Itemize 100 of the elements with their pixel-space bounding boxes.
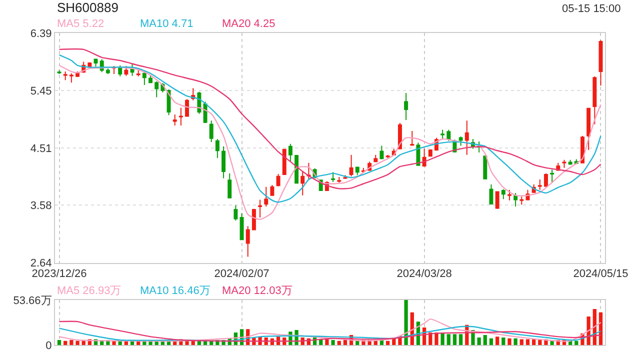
candlestick bbox=[374, 154, 378, 163]
candlestick bbox=[489, 184, 494, 204]
candlestick bbox=[520, 196, 524, 206]
candlestick bbox=[306, 162, 311, 180]
text: MA10 4.71 bbox=[140, 18, 194, 30]
candlestick bbox=[136, 70, 140, 77]
candlestick bbox=[483, 155, 488, 180]
y-tick-label: 6.39 bbox=[30, 28, 52, 40]
bar bbox=[57, 340, 62, 346]
bar bbox=[532, 339, 536, 346]
candlestick bbox=[458, 136, 463, 146]
bar bbox=[404, 300, 408, 346]
candlestick bbox=[300, 170, 305, 196]
candlestick bbox=[270, 184, 274, 196]
candlestick bbox=[57, 70, 62, 74]
candlestick bbox=[428, 148, 432, 157]
bar bbox=[483, 335, 487, 346]
y-tick-label: 3.58 bbox=[30, 200, 52, 212]
candlestick bbox=[142, 71, 146, 86]
line-series bbox=[58, 326, 602, 342]
bar bbox=[386, 340, 390, 346]
candlestick bbox=[586, 107, 591, 151]
candlestick bbox=[562, 159, 566, 168]
bar bbox=[343, 340, 348, 346]
candlestick bbox=[228, 172, 232, 198]
candlestick bbox=[106, 68, 110, 74]
candlestick bbox=[337, 176, 342, 184]
candlestick bbox=[331, 172, 336, 182]
candlestick bbox=[276, 173, 280, 187]
candlestick bbox=[246, 226, 250, 258]
bar bbox=[64, 340, 68, 346]
bar bbox=[598, 312, 603, 346]
candlestick bbox=[166, 88, 171, 116]
candlestick bbox=[550, 169, 554, 184]
bar bbox=[76, 340, 80, 346]
candlestick bbox=[580, 135, 584, 164]
bar bbox=[446, 334, 450, 346]
text: MA20 12.03万 bbox=[222, 285, 292, 297]
candlestick bbox=[178, 107, 183, 126]
bar bbox=[458, 334, 463, 346]
candlestick bbox=[222, 146, 226, 179]
bar bbox=[508, 338, 512, 346]
candlestick bbox=[349, 154, 354, 177]
candlestick bbox=[209, 120, 214, 143]
bar bbox=[337, 340, 341, 346]
candlestick bbox=[258, 199, 262, 218]
candlestick bbox=[148, 74, 153, 84]
candlestick bbox=[282, 148, 286, 176]
candlestick bbox=[252, 208, 256, 230]
candlestick bbox=[568, 159, 572, 166]
candlestick bbox=[294, 154, 299, 184]
candlestick bbox=[380, 145, 384, 160]
text: MA10 16.46万 bbox=[140, 285, 210, 297]
candlestick bbox=[538, 178, 542, 190]
x-tick-label: 2024/03/28 bbox=[396, 268, 452, 280]
x-tick-label: 2024/05/15 bbox=[573, 268, 628, 280]
candlestick bbox=[288, 143, 292, 162]
candlestick bbox=[185, 98, 190, 117]
candlestick bbox=[446, 129, 451, 142]
y-tick-label: 5.45 bbox=[30, 85, 52, 98]
candlestick bbox=[410, 130, 414, 146]
candlestick bbox=[386, 154, 390, 158]
candlestick bbox=[501, 188, 506, 200]
y-tick-label: 53.66万 bbox=[13, 294, 52, 307]
candlestick bbox=[118, 64, 122, 77]
text: MA20 4.25 bbox=[222, 18, 276, 30]
bar bbox=[440, 333, 444, 346]
candlestick bbox=[154, 80, 159, 98]
candlestick bbox=[69, 72, 74, 84]
bar bbox=[70, 340, 74, 346]
candlestick bbox=[264, 186, 268, 207]
bar bbox=[514, 338, 518, 346]
candlestick bbox=[94, 58, 98, 68]
y-tick-label: 4.51 bbox=[30, 143, 52, 156]
candlestick bbox=[240, 212, 244, 240]
text: MA5 26.93万 bbox=[57, 285, 122, 297]
candlestick bbox=[234, 204, 238, 222]
candlestick bbox=[124, 66, 128, 76]
text: 05-15 15:00 bbox=[562, 3, 621, 15]
bar bbox=[495, 336, 500, 346]
candlestick bbox=[544, 172, 548, 188]
candlestick bbox=[398, 122, 402, 150]
candlestick bbox=[592, 76, 597, 125]
x-tick-label: 2024/02/07 bbox=[214, 268, 270, 280]
candlestick bbox=[355, 166, 360, 176]
candlestick bbox=[464, 120, 469, 156]
bar bbox=[331, 340, 335, 346]
candlestick bbox=[215, 138, 220, 158]
y-tick-label: 2.64 bbox=[30, 258, 52, 270]
bar bbox=[520, 339, 524, 346]
y-tick-label: 0 bbox=[46, 340, 52, 352]
x-tick-label: 2023/12/26 bbox=[32, 268, 87, 280]
bar bbox=[452, 334, 457, 346]
bar bbox=[502, 338, 506, 346]
bar bbox=[489, 338, 494, 346]
candlestick bbox=[495, 191, 500, 210]
bar bbox=[538, 340, 542, 346]
chart-title: SH600889 bbox=[57, 0, 118, 15]
bar bbox=[574, 340, 578, 346]
candlestick bbox=[598, 40, 603, 86]
